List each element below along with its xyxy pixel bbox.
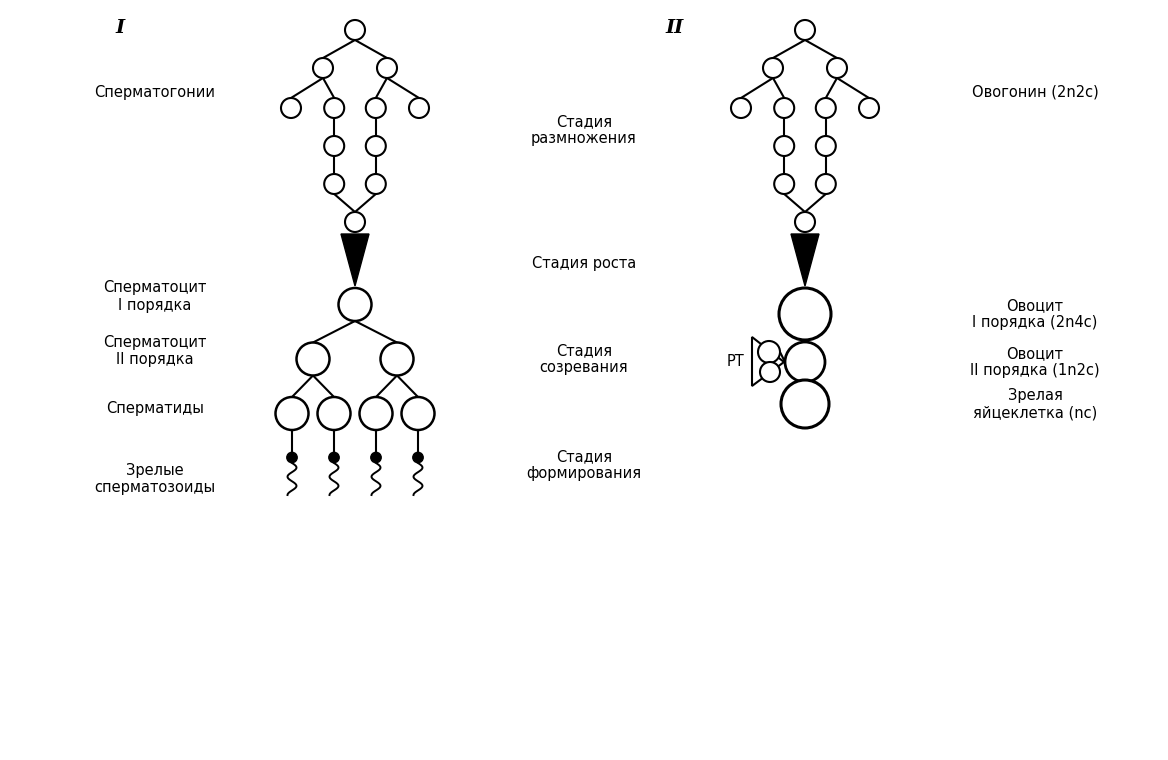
Circle shape bbox=[325, 98, 345, 118]
Circle shape bbox=[795, 20, 815, 40]
Circle shape bbox=[297, 343, 329, 375]
Circle shape bbox=[370, 452, 381, 463]
Text: Зрелые
сперматозоиды: Зрелые сперматозоиды bbox=[95, 463, 216, 496]
Text: Стадия
формирования: Стадия формирования bbox=[527, 449, 641, 481]
Circle shape bbox=[345, 20, 364, 40]
Circle shape bbox=[366, 136, 385, 156]
Polygon shape bbox=[341, 234, 369, 286]
Text: Овоцит
I порядка (2n4c): Овоцит I порядка (2n4c) bbox=[972, 298, 1098, 330]
Circle shape bbox=[774, 98, 794, 118]
Circle shape bbox=[412, 452, 423, 463]
Circle shape bbox=[858, 98, 880, 118]
Circle shape bbox=[409, 98, 429, 118]
Circle shape bbox=[731, 98, 751, 118]
Circle shape bbox=[276, 397, 308, 430]
Circle shape bbox=[360, 397, 392, 430]
Circle shape bbox=[325, 174, 345, 194]
Circle shape bbox=[774, 136, 794, 156]
Text: Зрелая
яйцеклетка (nc): Зрелая яйцеклетка (nc) bbox=[973, 388, 1097, 420]
Text: Стадия
размножения: Стадия размножения bbox=[531, 114, 637, 146]
Circle shape bbox=[758, 341, 780, 363]
Circle shape bbox=[377, 58, 397, 78]
Circle shape bbox=[815, 174, 836, 194]
Circle shape bbox=[827, 58, 847, 78]
Text: II: II bbox=[666, 19, 684, 37]
Circle shape bbox=[329, 452, 339, 463]
Circle shape bbox=[781, 380, 829, 428]
Circle shape bbox=[381, 343, 413, 375]
Text: Сперматоцит
II порядка: Сперматоцит II порядка bbox=[103, 335, 207, 367]
Text: Стадия
созревания: Стадия созревания bbox=[540, 343, 628, 375]
Text: Сперматогонии: Сперматогонии bbox=[95, 84, 216, 100]
Circle shape bbox=[366, 174, 385, 194]
Text: Сперматоцит
I порядка: Сперматоцит I порядка bbox=[103, 280, 207, 312]
Circle shape bbox=[345, 212, 364, 232]
Circle shape bbox=[281, 98, 301, 118]
Text: Овоцит
II порядка (1n2c): Овоцит II порядка (1n2c) bbox=[971, 346, 1100, 378]
Text: Сперматиды: Сперматиды bbox=[106, 401, 204, 416]
Text: Стадия роста: Стадия роста bbox=[531, 256, 637, 271]
Polygon shape bbox=[791, 234, 819, 286]
Circle shape bbox=[366, 98, 385, 118]
Circle shape bbox=[318, 397, 350, 430]
Text: Овогонин (2n2c): Овогонин (2n2c) bbox=[972, 84, 1098, 100]
Circle shape bbox=[795, 212, 815, 232]
Circle shape bbox=[339, 288, 371, 321]
Circle shape bbox=[287, 452, 297, 463]
Circle shape bbox=[313, 58, 333, 78]
Circle shape bbox=[402, 397, 434, 430]
Circle shape bbox=[763, 58, 783, 78]
Text: I: I bbox=[116, 19, 125, 37]
Text: РТ: РТ bbox=[726, 354, 744, 369]
Circle shape bbox=[325, 136, 345, 156]
Circle shape bbox=[815, 136, 836, 156]
Circle shape bbox=[785, 342, 825, 382]
Circle shape bbox=[760, 362, 780, 382]
Circle shape bbox=[815, 98, 836, 118]
Circle shape bbox=[779, 288, 830, 340]
Circle shape bbox=[774, 174, 794, 194]
